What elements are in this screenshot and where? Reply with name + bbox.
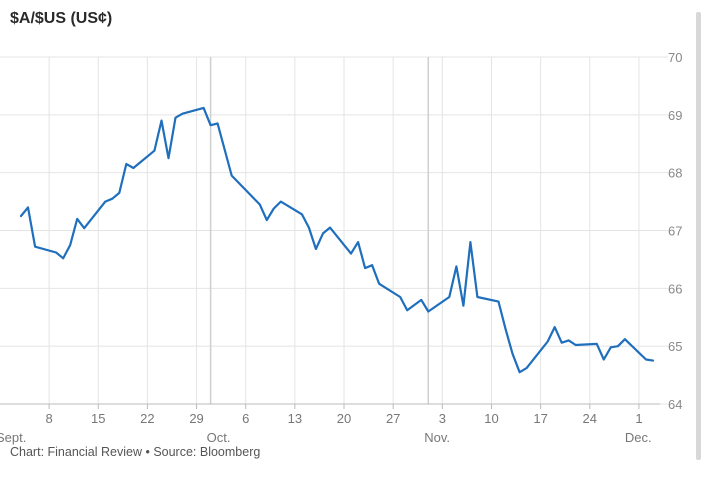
data-point: [327, 225, 332, 230]
data-point: [61, 256, 66, 261]
data-point: [117, 190, 122, 195]
data-point: [54, 250, 59, 255]
x-tick-label: 3: [439, 411, 446, 426]
x-month-label: Dec.: [625, 430, 652, 445]
data-point: [131, 166, 136, 171]
data-point: [299, 212, 304, 217]
data-point: [552, 325, 557, 330]
chart-title: $A/$US (US¢): [10, 10, 113, 27]
data-point: [152, 148, 157, 153]
y-tick-label: 67: [668, 224, 682, 239]
data-point: [306, 225, 311, 230]
y-tick-label: 68: [668, 166, 682, 181]
data-point: [257, 202, 262, 207]
data-point: [503, 326, 508, 331]
x-tick-label: 8: [45, 411, 52, 426]
data-point: [124, 161, 129, 166]
data-point: [313, 247, 318, 252]
data-point: [447, 295, 452, 300]
data-point: [271, 206, 276, 211]
x-month-label: Oct.: [207, 430, 231, 445]
data-point: [510, 351, 515, 356]
data-point: [349, 251, 354, 256]
data-point: [405, 308, 410, 313]
grid: [0, 56, 668, 405]
x-tick-label: 15: [91, 411, 105, 426]
y-axis: 64 65 66 67 68 69 70: [668, 50, 682, 412]
y-tick-label: 66: [668, 281, 682, 296]
data-point: [377, 281, 382, 286]
x-tick-label: 22: [140, 411, 154, 426]
data-point: [201, 105, 206, 110]
x-tick-label: 1: [635, 411, 642, 426]
data-point: [26, 205, 31, 210]
data-point: [594, 341, 599, 346]
data-point: [103, 199, 108, 204]
x-tick-label: 20: [337, 411, 351, 426]
data-point: [601, 357, 606, 362]
y-tick-label: 64: [668, 397, 682, 412]
chart-source-note: Chart: Financial Review • Source: Bloomb…: [10, 445, 261, 459]
data-point: [419, 297, 424, 302]
x-tick-label: 6: [242, 411, 249, 426]
data-point: [650, 358, 655, 363]
data-point: [566, 338, 571, 343]
x-axis: 8 15 22 29 6 13 20 27 3 10 17 24 1 Sept. Oct. Nov. Dec.: [0, 403, 660, 445]
data-point: [475, 295, 480, 300]
x-tick-label: 24: [583, 411, 597, 426]
x-month-label: Sept.: [0, 430, 26, 445]
data-point: [82, 226, 87, 231]
y-tick-label: 70: [668, 50, 682, 65]
data-point: [356, 240, 361, 245]
data-point: [363, 266, 368, 271]
data-point: [320, 231, 325, 236]
x-tick-label: 29: [189, 411, 203, 426]
series: [19, 105, 655, 375]
data-point: [468, 240, 473, 245]
series-line: [19, 106, 655, 374]
data-point: [173, 115, 178, 120]
data-point: [264, 218, 269, 223]
x-tick-label: 27: [386, 411, 400, 426]
data-point: [608, 345, 613, 350]
data-point: [573, 343, 578, 348]
data-point: [545, 339, 550, 344]
y-tick-label: 69: [668, 108, 682, 123]
data-point: [180, 111, 185, 116]
data-point: [75, 216, 80, 221]
data-point: [615, 344, 620, 349]
data-point: [461, 303, 466, 308]
data-point: [559, 340, 564, 345]
data-point: [517, 370, 522, 375]
data-point: [68, 242, 73, 247]
data-point: [370, 263, 375, 268]
data-point: [426, 309, 431, 314]
data-point: [208, 123, 213, 128]
y-tick-label: 65: [668, 339, 682, 354]
data-point: [643, 357, 648, 362]
data-point: [622, 337, 627, 342]
data-point: [229, 173, 234, 178]
data-point: [159, 118, 164, 123]
data-point: [215, 121, 220, 126]
x-month-label: Nov.: [424, 430, 450, 445]
x-tick-label: 17: [533, 411, 547, 426]
x-tick-label: 13: [288, 411, 302, 426]
data-point: [496, 299, 501, 304]
data-point: [33, 244, 38, 249]
data-point: [454, 264, 459, 269]
x-tick-label: 10: [484, 411, 498, 426]
scrollbar[interactable]: [696, 12, 701, 460]
data-point: [166, 156, 171, 161]
data-point: [110, 196, 115, 201]
data-point: [278, 199, 283, 204]
data-point: [19, 214, 24, 219]
data-point: [524, 366, 529, 371]
data-point: [398, 295, 403, 300]
